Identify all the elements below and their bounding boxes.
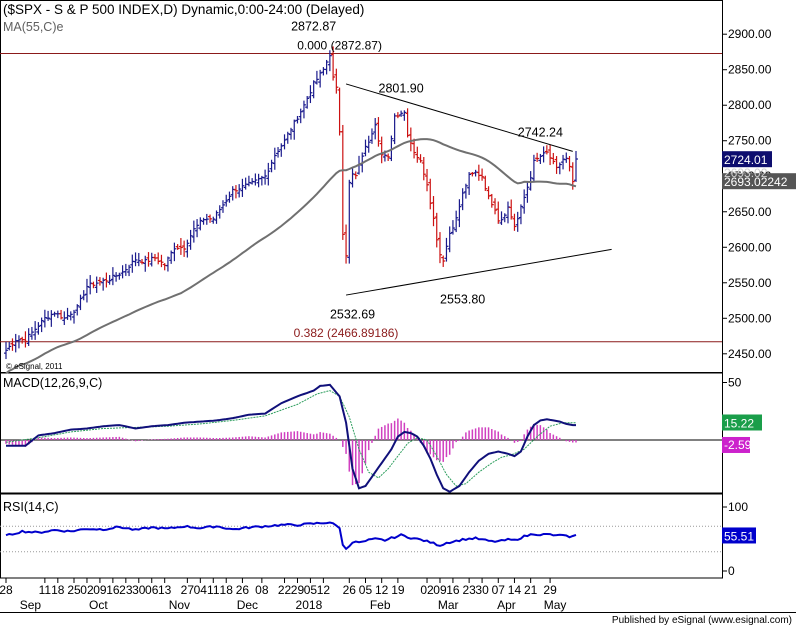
- macd-panel-frame: [0, 372, 723, 494]
- ma-55-line: [5, 138, 577, 375]
- last-price-text: 2724.01: [724, 153, 768, 167]
- x-day-label: 27: [181, 583, 195, 597]
- x-day-label: 30: [475, 583, 489, 597]
- x-axis: 28 11 18 25 02 09 16 23 30 06 13 27 04 11 18 26 08 22 29 05…: [0, 578, 566, 612]
- rsi-title: RSI(14,C): [3, 500, 59, 514]
- rsi-line: [5, 521, 577, 551]
- x-day-label: 07: [492, 583, 506, 597]
- x-month-label: Sep: [20, 598, 42, 612]
- x-day-label: 16: [446, 583, 460, 597]
- x-day-label: 02: [420, 583, 434, 597]
- x-month-label: 2018: [296, 598, 323, 612]
- x-day-label: 29: [291, 583, 305, 597]
- price-tick-label: 2550.00: [728, 276, 772, 290]
- macd-hist-tag: [722, 436, 750, 453]
- x-day-label: 06: [145, 583, 159, 597]
- price-annotation-peak: 2872.87: [291, 20, 336, 34]
- price-y-axis: 2900.002850.002800.002750.002700.002650.…: [722, 27, 796, 361]
- price-candles: [4, 46, 578, 360]
- x-day-label: 23: [462, 583, 476, 597]
- fib-level-label: 0.382 (2466.89186): [294, 326, 399, 340]
- x-month-label: Dec: [237, 598, 258, 612]
- price-tick-label: 2750.00: [728, 134, 772, 148]
- x-day-label: 02: [80, 583, 94, 597]
- trendline-upper: [345, 83, 573, 152]
- price-tick-label: 2650.00: [728, 205, 772, 219]
- fib-level-label: 0.000 (2872.87): [297, 38, 382, 52]
- macd-value-tag: [722, 414, 762, 431]
- price-tick-label: 2800.00: [728, 98, 772, 112]
- rsi-tick-label: 0: [728, 564, 735, 578]
- x-day-label: 26: [236, 583, 250, 597]
- x-day-label: 05: [304, 583, 318, 597]
- x-day-label: 05: [359, 583, 373, 597]
- price-annotation-peak: 2801.90: [379, 81, 424, 95]
- x-day-label: 18: [220, 583, 234, 597]
- rsi-value-tag: [722, 527, 756, 544]
- price-annotations: 2872.87 2801.90 2742.24 2532.69 2553.80 0.000…: [291, 20, 563, 340]
- trendline-lower: [345, 248, 612, 296]
- chart-title: ($SPX - S & P 500 INDEX,D) Dynamic,0:00-…: [3, 2, 364, 17]
- macd-hist-text: -2.59: [724, 438, 752, 452]
- price-tick-label: 2500.00: [728, 311, 772, 325]
- price-annotation-trough: 2532.69: [330, 307, 375, 321]
- x-month-label: Oct: [89, 598, 108, 612]
- publisher-credit: Published by eSignal (www.esignal.com): [612, 615, 792, 626]
- ma-value-tag: [722, 173, 796, 190]
- x-day-label: 21: [524, 583, 538, 597]
- trendlines: [345, 83, 612, 296]
- macd-line: [6, 383, 576, 493]
- last-price-tag: [722, 151, 772, 168]
- price-tick-label: 2900.00: [728, 27, 772, 41]
- ma-value-partial-text: 2693.02: [724, 166, 768, 180]
- x-day-label: 22: [278, 583, 292, 597]
- x-day-label: 23: [119, 583, 133, 597]
- rsi-panel: 100 0 55.51: [0, 500, 756, 578]
- x-day-label: 14: [508, 583, 522, 597]
- x-month-label: Mar: [438, 598, 459, 612]
- x-day-label: 30: [132, 583, 146, 597]
- x-day-label: 11: [39, 583, 52, 597]
- x-day-label: 26: [343, 583, 357, 597]
- ma-value-text: 2693.02242: [724, 175, 788, 189]
- x-day-label: 04: [194, 583, 208, 597]
- x-month-label: Apr: [497, 598, 516, 612]
- macd-panel: 50 15.22 -2.59: [0, 376, 762, 493]
- x-day-label: 09: [93, 583, 107, 597]
- rsi-tick-label: 100: [728, 500, 748, 514]
- x-day-label: 28: [0, 583, 13, 597]
- price-tick-label: 2600.00: [728, 240, 772, 254]
- copyright-label: © eSignal, 2011: [6, 362, 63, 371]
- x-day-label: 25: [67, 583, 81, 597]
- price-tick-label: 2450.00: [728, 347, 772, 361]
- ma-legend-label: MA(55,C)e: [3, 20, 63, 34]
- x-month-label: May: [544, 598, 567, 612]
- rsi-value-text: 55.51: [724, 529, 754, 543]
- rsi-panel-frame: [0, 493, 723, 579]
- x-day-label: 08: [255, 583, 269, 597]
- x-day-label: 11: [207, 583, 220, 597]
- price-tick-label: 2850.00: [728, 63, 772, 77]
- x-day-label: 19: [391, 583, 405, 597]
- x-month-label: Feb: [370, 598, 391, 612]
- x-day-label: 18: [51, 583, 65, 597]
- fibonacci-lines: [0, 52, 722, 343]
- x-day-label: 29: [543, 583, 557, 597]
- price-annotation-trough: 2553.80: [440, 292, 485, 306]
- price-annotation-peak: 2742.24: [518, 125, 563, 139]
- x-day-label: 12: [317, 583, 331, 597]
- x-day-label: 16: [106, 583, 120, 597]
- macd-tick-label: 50: [728, 376, 742, 390]
- macd-title: MACD(12,26,9,C): [3, 376, 102, 390]
- x-month-label: Nov: [169, 598, 190, 612]
- x-day-label: 13: [158, 583, 172, 597]
- macd-value-text: 15.22: [724, 416, 754, 430]
- x-day-label: 09: [433, 583, 447, 597]
- x-day-label: 12: [375, 583, 389, 597]
- macd-signal-line: [5, 390, 576, 487]
